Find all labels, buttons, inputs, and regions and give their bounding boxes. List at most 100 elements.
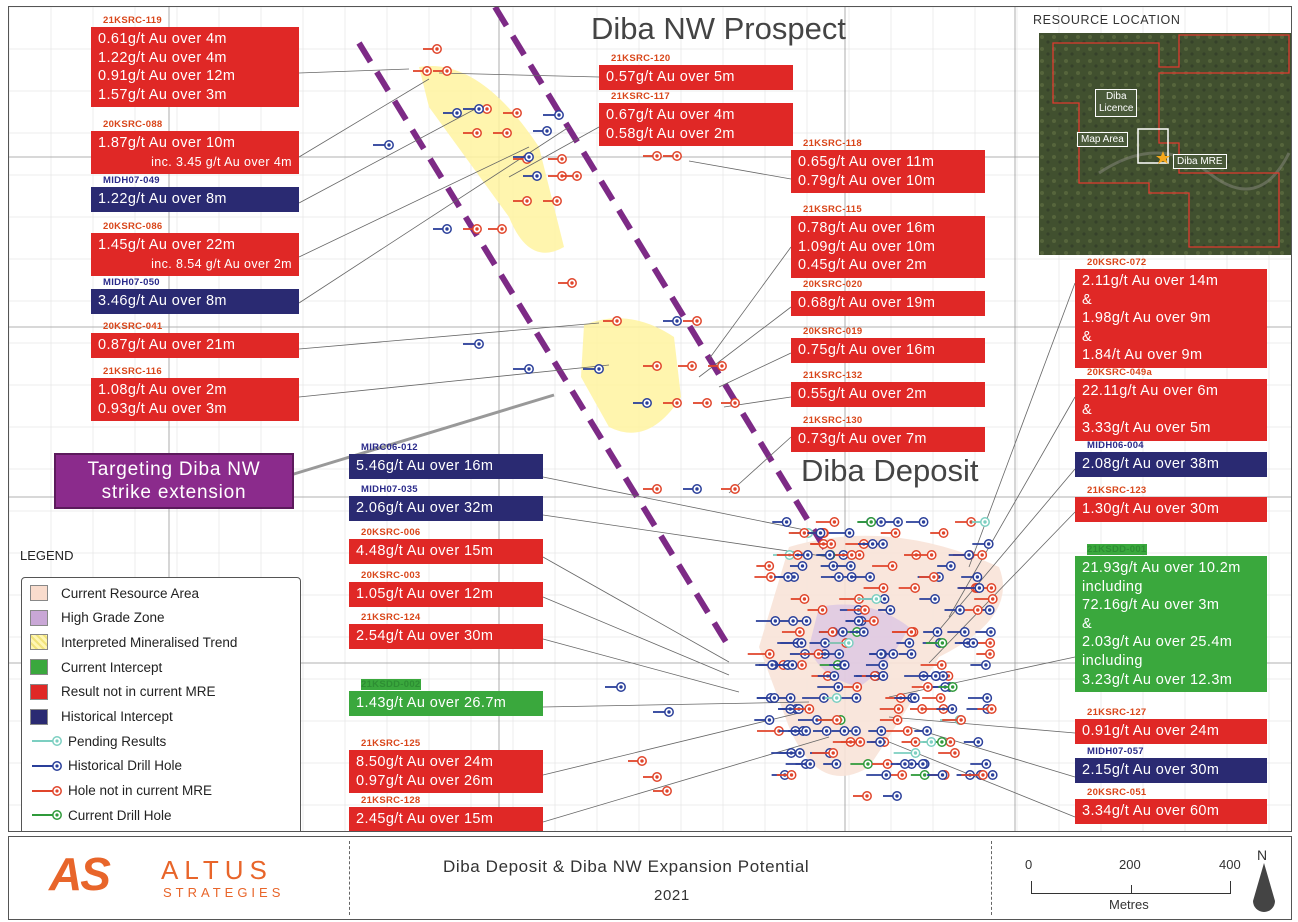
intercept-line: 5.46g/t Au over 16m <box>356 458 494 474</box>
footer-year: 2021 <box>654 887 690 904</box>
hole-id-label: MIDH07-035 <box>361 484 418 495</box>
drill-collar-dot <box>984 762 989 766</box>
strike-lines <box>356 7 832 649</box>
drill-collar-dot <box>792 575 796 579</box>
strike-line-west <box>356 41 732 649</box>
drill-collar-dot <box>905 729 910 733</box>
intercept-line: including <box>1082 652 1143 669</box>
drill-collar-dot <box>882 597 887 601</box>
drill-collar-dot <box>990 773 995 777</box>
drill-collar-dot <box>560 157 564 161</box>
drill-collar-dot <box>705 401 709 405</box>
legend-swatch <box>30 634 48 651</box>
intercept-line: inc. 8.54 g/t Au over 2m <box>151 256 292 271</box>
drill-collar-dot <box>949 564 953 568</box>
hole-id-label: 21KSRC-123 <box>1087 485 1147 496</box>
legend-label: Current Resource Area <box>61 585 200 601</box>
drill-collar-dot <box>834 762 839 766</box>
intercept-box: 1.08g/t Au over 2m 0.93g/t Au over 3m <box>91 378 299 422</box>
drill-collar-dot <box>387 143 391 147</box>
intercept-line: 22.11g/t Au over 6m <box>1082 383 1219 399</box>
drill-collar-dot <box>959 718 963 722</box>
intercept-line: 3.33g/t Au over 5m <box>1082 420 1211 437</box>
hole-id-label: 20KSRC-003 <box>361 570 421 581</box>
drill-collar-dot <box>991 597 995 601</box>
drill-collar-dot <box>988 641 992 645</box>
intercept-line: 1.84/t Au over 9m <box>1082 347 1203 364</box>
intercept-line: 1.05g/t Au over 12m <box>356 586 494 602</box>
intercept-line: 0.55g/t Au over 2m <box>798 386 927 402</box>
drill-collar-dot <box>881 674 886 678</box>
legend-swatch <box>30 708 48 725</box>
drill-collar-dot <box>929 740 934 744</box>
leader-line <box>542 736 830 823</box>
drill-collar-dot <box>913 740 918 744</box>
drill-collar-dot <box>837 575 841 579</box>
intercept-line: 0.78g/t Au over 16m <box>798 220 936 236</box>
intercept-box: 0.67g/t Au over 4m 0.58g/t Au over 2m <box>599 103 793 147</box>
legend-item: Current Resource Area <box>30 584 199 602</box>
leader-line <box>728 436 792 494</box>
drill-collar-dot <box>557 113 561 117</box>
leader-line <box>508 126 600 178</box>
scale-tick-1: 200 <box>1119 857 1141 872</box>
trend-zone-south <box>581 318 681 433</box>
legend-label: Pending Results <box>68 733 167 749</box>
drill-collar-dot <box>940 663 944 667</box>
drill-collar-dot <box>835 718 839 722</box>
legend-label: Current Intercept <box>61 659 163 675</box>
drill-collar-dot <box>903 762 907 766</box>
drill-collar-dot <box>921 762 925 766</box>
leader-line <box>708 246 792 360</box>
drill-collar-dot <box>925 729 929 733</box>
intercept-line: & <box>1082 328 1093 345</box>
leader-line <box>298 146 530 258</box>
drill-collar-dot <box>816 652 821 656</box>
drill-collar-dot <box>896 520 900 524</box>
intercept-line: 2.15g/t Au over 30m <box>1082 762 1220 778</box>
legend-swatch <box>30 659 48 676</box>
drill-collar-dot <box>675 154 679 158</box>
drill-collar-dot <box>986 542 991 546</box>
scale-tick-0: 0 <box>1025 857 1033 872</box>
intercept-box: 0.75g/t Au over 16m <box>791 338 985 363</box>
intercept-line: 1.43g/t Au over 26.7m <box>356 695 507 711</box>
inset-licence-label: Diba Licence <box>1095 89 1138 117</box>
drill-collar-dot <box>733 487 737 491</box>
intercept-line: 0.61g/t Au over 4m <box>98 31 227 47</box>
scale-bar: 0 200 400 Metres <box>1025 857 1241 913</box>
intercept-box: 8.50g/t Au over 24m 0.97g/t Au over 26m <box>349 750 543 794</box>
deposit-title: Diba Deposit <box>801 453 979 488</box>
drill-collar-dot <box>985 696 989 700</box>
drill-collar-dot <box>983 520 987 524</box>
intercept-box: 2.11g/t Au over 14m & 1.98g/t Au over 9m & 1… <box>1075 269 1267 368</box>
drill-collar-dot <box>841 630 845 634</box>
drill-collar-dot <box>989 586 994 590</box>
intercept-line: 1.22g/t Au over 4m <box>98 49 227 66</box>
intercept-box: 0.87g/t Au over 21m <box>91 333 299 358</box>
hole-id-label: 20KSRC-019 <box>803 326 863 337</box>
drill-collar-dot <box>881 542 885 546</box>
target-pointer <box>283 393 555 479</box>
legend-label: Current Drill Hole <box>68 807 172 823</box>
intercept-line: 0.68g/t Au over 19m <box>798 295 936 311</box>
scale-tick-2: 400 <box>1219 857 1241 872</box>
north-arrow-icon: N <box>1249 847 1279 913</box>
drill-collar-dot <box>989 630 993 634</box>
intercept-box: 0.57g/t Au over 5m <box>599 65 793 90</box>
leader-line <box>542 476 816 533</box>
drill-collar-dot <box>789 773 794 777</box>
hole-id-label: MIDH07-057 <box>1087 746 1144 757</box>
intercept-line: 0.91g/t Au over 12m <box>98 68 236 85</box>
drill-collar-dot <box>909 762 914 766</box>
leader-line <box>908 726 1076 778</box>
drill-collar-dot <box>733 401 737 405</box>
intercept-line: 0.93g/t Au over 3m <box>98 400 227 417</box>
hole-id-label: 20KSRC-086 <box>103 221 163 232</box>
hole-id-label: 21KSDD-002 <box>361 679 421 690</box>
drill-collar-dot <box>872 619 876 623</box>
scale-unit: Metres <box>1109 897 1149 912</box>
intercept-box: 0.91g/t Au over 24m <box>1075 719 1267 744</box>
legend-item: High Grade Zone <box>30 609 165 627</box>
leader-line <box>542 596 730 676</box>
